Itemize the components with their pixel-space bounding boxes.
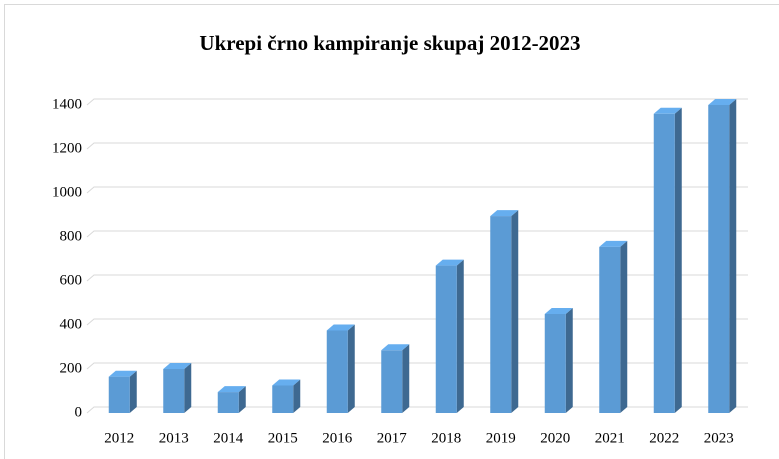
y-tick-label: 200 bbox=[60, 360, 83, 376]
grid-line bbox=[86, 362, 748, 370]
bar-top bbox=[544, 308, 573, 314]
x-tick-label: 2019 bbox=[486, 430, 516, 446]
chart-title: Ukrepi črno kampiranje skupaj 2012-2023 bbox=[199, 31, 580, 55]
bar bbox=[435, 265, 457, 413]
grid-line bbox=[86, 98, 748, 106]
bar bbox=[653, 113, 675, 414]
bar bbox=[272, 385, 294, 413]
y-tick-label: 1000 bbox=[52, 184, 82, 200]
grid-line bbox=[86, 274, 748, 282]
x-tick-label: 2020 bbox=[540, 430, 570, 446]
grid-line bbox=[86, 318, 748, 326]
x-tick-label: 2012 bbox=[104, 430, 134, 446]
x-tick-label: 2014 bbox=[213, 430, 244, 446]
grid-line bbox=[86, 142, 748, 150]
bar-top bbox=[108, 370, 137, 377]
bar-top bbox=[217, 386, 246, 393]
x-tick-label: 2015 bbox=[268, 430, 298, 446]
grid-line bbox=[86, 406, 748, 414]
bar-side bbox=[674, 107, 682, 414]
y-tick-label: 400 bbox=[60, 316, 83, 332]
x-tick-label: 2023 bbox=[704, 430, 734, 446]
bar-side bbox=[293, 379, 301, 413]
grid-line bbox=[86, 186, 748, 194]
bar bbox=[217, 392, 239, 413]
y-tick-label: 600 bbox=[60, 272, 83, 288]
bar bbox=[163, 369, 185, 413]
bar-side bbox=[238, 386, 246, 413]
bar-top bbox=[653, 107, 682, 114]
x-tick-label: 2017 bbox=[377, 430, 408, 446]
bar-side bbox=[184, 363, 192, 413]
x-tick-label: 2022 bbox=[649, 430, 679, 446]
x-tick-label: 2018 bbox=[431, 430, 461, 446]
bar bbox=[108, 376, 130, 413]
bar-side bbox=[729, 99, 737, 413]
bar-side bbox=[347, 324, 355, 413]
bar-top bbox=[599, 240, 628, 247]
x-tick-label: 2013 bbox=[159, 430, 189, 446]
y-tick-label: 800 bbox=[60, 228, 83, 244]
x-tick-label: 2016 bbox=[322, 430, 353, 446]
bar-top bbox=[326, 324, 355, 331]
bar-top bbox=[708, 99, 737, 105]
bar bbox=[708, 105, 730, 413]
y-tick-label: 1400 bbox=[52, 96, 82, 112]
bar-top bbox=[435, 259, 464, 266]
bar-side bbox=[402, 344, 410, 413]
bar-side bbox=[456, 259, 464, 413]
bar-side bbox=[565, 308, 573, 413]
y-tick-label: 0 bbox=[75, 404, 83, 420]
bar-top bbox=[272, 379, 301, 386]
bar bbox=[544, 314, 566, 413]
bar-top bbox=[490, 210, 519, 217]
bar-top bbox=[381, 344, 410, 351]
x-tick-label: 2021 bbox=[595, 430, 625, 446]
bar-side bbox=[511, 210, 519, 413]
bar bbox=[490, 216, 512, 413]
y-tick-label: 1200 bbox=[52, 140, 82, 156]
bar-side bbox=[620, 240, 628, 413]
bar bbox=[381, 350, 403, 413]
bar-top bbox=[163, 363, 192, 369]
bar-side bbox=[129, 370, 137, 413]
bar bbox=[326, 330, 348, 413]
bar bbox=[599, 246, 621, 413]
grid-line bbox=[86, 230, 748, 238]
